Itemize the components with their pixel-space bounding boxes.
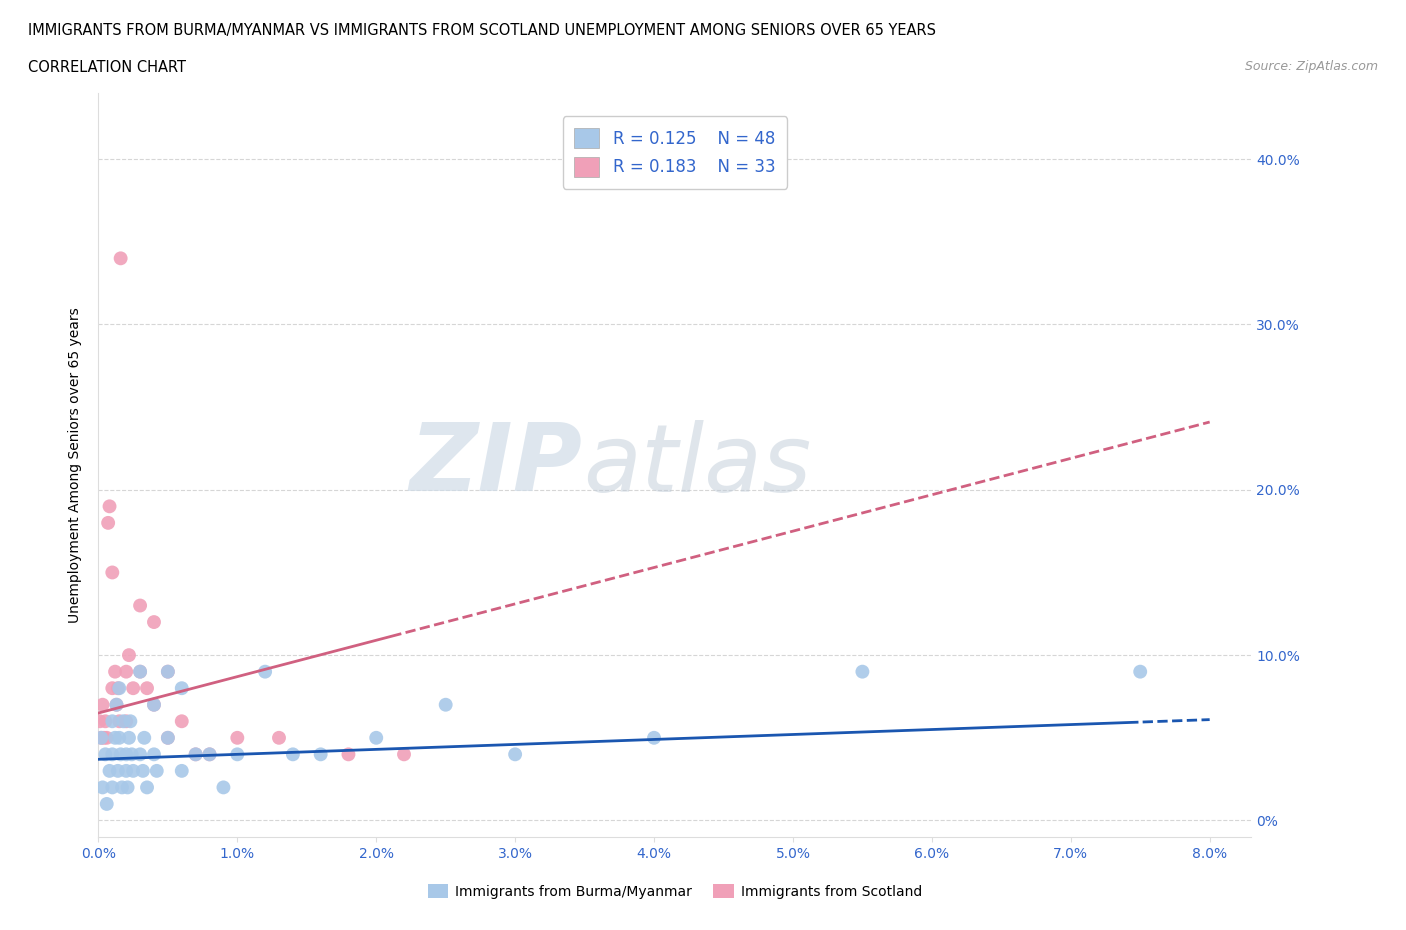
Point bbox=[254, 664, 277, 679]
Text: CORRELATION CHART: CORRELATION CHART bbox=[28, 60, 186, 75]
Point bbox=[366, 730, 388, 745]
Point bbox=[170, 764, 193, 778]
Point bbox=[184, 747, 207, 762]
Point bbox=[226, 747, 249, 762]
Point bbox=[309, 747, 332, 762]
Point bbox=[117, 780, 139, 795]
Point bbox=[98, 764, 121, 778]
Point bbox=[115, 714, 138, 729]
Point bbox=[115, 664, 138, 679]
Point bbox=[101, 714, 124, 729]
Point bbox=[118, 647, 141, 662]
Point bbox=[136, 681, 159, 696]
Point bbox=[107, 764, 129, 778]
Point bbox=[143, 747, 166, 762]
Point bbox=[143, 615, 166, 630]
Point bbox=[184, 747, 207, 762]
Point bbox=[503, 747, 526, 762]
Point bbox=[104, 730, 127, 745]
Point bbox=[118, 730, 141, 745]
Point bbox=[143, 698, 166, 712]
Point bbox=[120, 714, 142, 729]
Point bbox=[143, 698, 166, 712]
Point bbox=[156, 664, 179, 679]
Point bbox=[198, 747, 221, 762]
Point bbox=[156, 730, 179, 745]
Point bbox=[129, 664, 152, 679]
Point bbox=[145, 764, 167, 778]
Point bbox=[107, 681, 129, 696]
Point bbox=[643, 730, 665, 745]
Point bbox=[226, 730, 249, 745]
Point bbox=[91, 698, 114, 712]
Point bbox=[134, 730, 156, 745]
Point bbox=[101, 780, 124, 795]
Point bbox=[129, 664, 152, 679]
Point bbox=[96, 730, 118, 745]
Point bbox=[91, 780, 114, 795]
Point bbox=[121, 747, 143, 762]
Point bbox=[105, 698, 128, 712]
Legend: Immigrants from Burma/Myanmar, Immigrants from Scotland: Immigrants from Burma/Myanmar, Immigrant… bbox=[422, 879, 928, 905]
Point bbox=[89, 714, 111, 729]
Text: ZIP: ZIP bbox=[409, 419, 582, 511]
Point bbox=[434, 698, 457, 712]
Point bbox=[337, 747, 360, 762]
Text: IMMIGRANTS FROM BURMA/MYANMAR VS IMMIGRANTS FROM SCOTLAND UNEMPLOYMENT AMONG SEN: IMMIGRANTS FROM BURMA/MYANMAR VS IMMIGRA… bbox=[28, 23, 936, 38]
Point bbox=[90, 730, 112, 745]
Point bbox=[156, 730, 179, 745]
Point bbox=[97, 515, 120, 530]
Point bbox=[101, 565, 124, 580]
Point bbox=[132, 764, 155, 778]
Point bbox=[115, 747, 138, 762]
Point bbox=[96, 796, 118, 811]
Point bbox=[136, 780, 159, 795]
Point bbox=[281, 747, 304, 762]
Point bbox=[1129, 664, 1152, 679]
Point bbox=[105, 698, 128, 712]
Point bbox=[110, 251, 132, 266]
Point bbox=[115, 764, 138, 778]
Point bbox=[93, 730, 115, 745]
Point bbox=[129, 747, 152, 762]
Point bbox=[112, 714, 135, 729]
Point bbox=[98, 498, 121, 513]
Point bbox=[170, 714, 193, 729]
Point bbox=[198, 747, 221, 762]
Point bbox=[129, 598, 152, 613]
Point bbox=[108, 730, 131, 745]
Point bbox=[122, 681, 145, 696]
Point bbox=[90, 730, 112, 745]
Point bbox=[94, 714, 117, 729]
Point bbox=[122, 764, 145, 778]
Point bbox=[111, 780, 134, 795]
Point bbox=[108, 714, 131, 729]
Point bbox=[101, 681, 124, 696]
Point bbox=[156, 664, 179, 679]
Y-axis label: Unemployment Among Seniors over 65 years: Unemployment Among Seniors over 65 years bbox=[69, 307, 83, 623]
Point bbox=[851, 664, 873, 679]
Point bbox=[104, 664, 127, 679]
Point bbox=[392, 747, 415, 762]
Point bbox=[101, 747, 124, 762]
Point bbox=[108, 681, 131, 696]
Point bbox=[110, 747, 132, 762]
Point bbox=[94, 747, 117, 762]
Point bbox=[267, 730, 290, 745]
Point bbox=[170, 681, 193, 696]
Text: Source: ZipAtlas.com: Source: ZipAtlas.com bbox=[1244, 60, 1378, 73]
Point bbox=[212, 780, 235, 795]
Text: atlas: atlas bbox=[582, 419, 811, 511]
